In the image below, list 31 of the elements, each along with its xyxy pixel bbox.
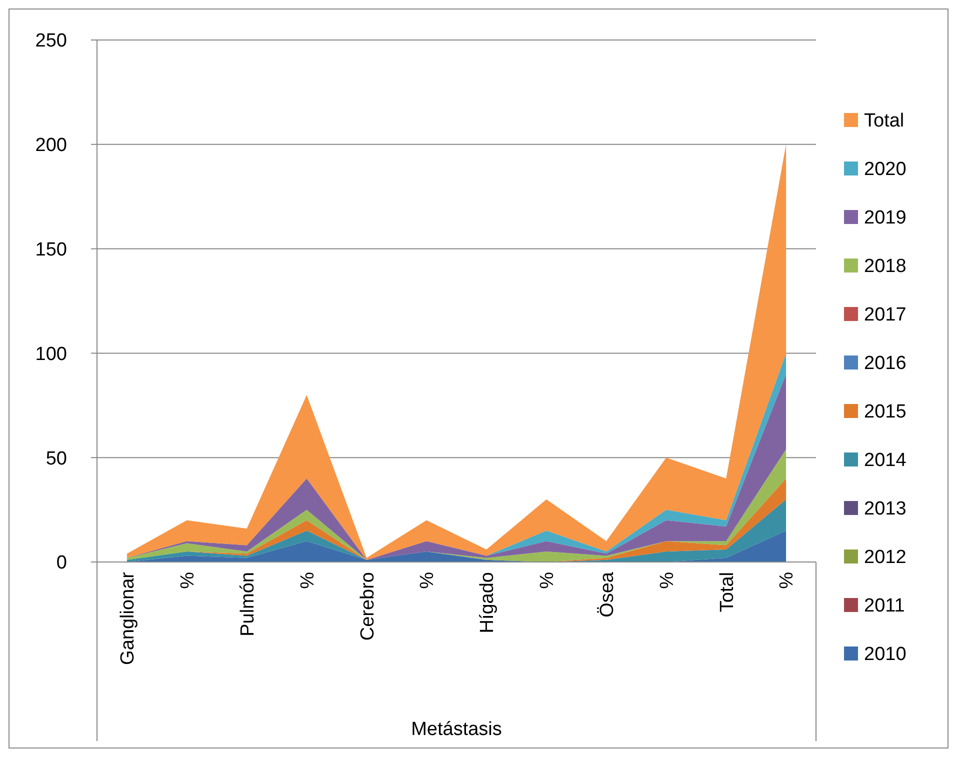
x-tick-label: % xyxy=(297,572,318,589)
x-tick-label: Pulmón xyxy=(237,572,258,636)
legend-label: 2011 xyxy=(864,596,905,617)
y-tick-label: 250 xyxy=(35,30,67,52)
legend-label: 2020 xyxy=(864,159,906,180)
legend-label: 2017 xyxy=(864,304,906,326)
x-tick-label: % xyxy=(776,572,798,589)
x-axis-title: Metástasis xyxy=(411,719,502,740)
y-tick-label: 50 xyxy=(46,448,67,470)
x-tick-label: Total xyxy=(716,572,738,612)
legend-label: 2016 xyxy=(864,353,906,374)
x-tick-label: Cerebro xyxy=(357,572,378,641)
y-tick-label: 100 xyxy=(35,344,67,365)
legend-label: 2012 xyxy=(864,547,906,568)
x-tick-label: Ganglionar xyxy=(118,571,139,665)
y-tick-label: 200 xyxy=(35,135,67,156)
x-tick-label: % xyxy=(656,572,678,589)
legend-label: Total xyxy=(864,110,904,132)
legend-label: 2010 xyxy=(864,644,906,666)
x-tick-label: % xyxy=(417,572,438,589)
x-tick-label: % xyxy=(178,572,199,589)
legend-label: 2014 xyxy=(864,450,907,472)
legend-label: 2015 xyxy=(864,402,906,423)
y-tick-label: 0 xyxy=(56,552,67,574)
x-tick-label: % xyxy=(537,572,558,589)
legend-label: 2018 xyxy=(864,256,906,278)
x-tick-label: Ösea xyxy=(596,572,618,618)
y-tick-label: 150 xyxy=(35,239,67,260)
x-tick-label: Hígado xyxy=(477,572,498,634)
legend-label: 2019 xyxy=(864,208,906,229)
legend-label: 2013 xyxy=(864,498,906,520)
